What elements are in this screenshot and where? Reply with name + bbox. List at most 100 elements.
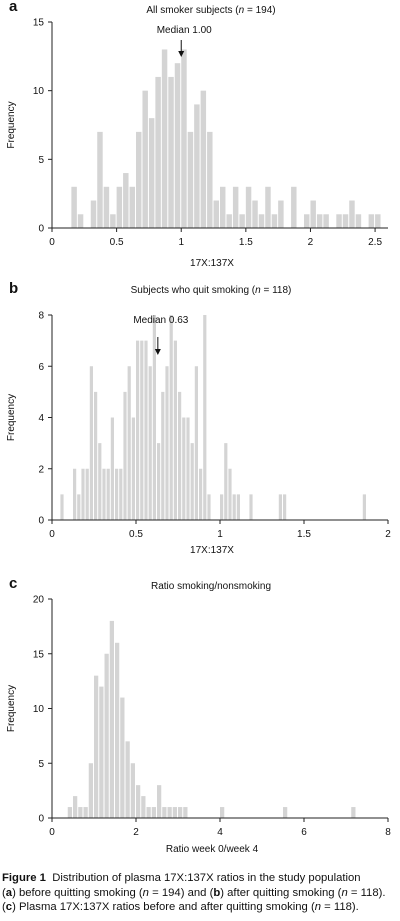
histogram-bar <box>157 785 162 818</box>
histogram-bar <box>146 807 151 818</box>
x-tick-label: 6 <box>301 827 307 838</box>
y-tick-label: 10 <box>33 704 45 715</box>
panel-b: b 0 0.5 1 1.5 2 0 2 4 6 8 Frequency 17X:137X Subject… <box>0 278 400 570</box>
panel-a: a 0 0.5 1 1.5 2 2.5 0 5 10 15 Frequency 17X:137X All… <box>0 0 400 270</box>
histogram-bar <box>362 494 366 520</box>
histogram-bar <box>148 118 155 228</box>
histogram-bar <box>83 807 88 818</box>
histogram-bar <box>224 443 228 520</box>
histogram-bar <box>173 340 177 520</box>
histogram-bar <box>271 214 278 228</box>
title-text: Ratio smoking/nonsmoking <box>151 581 271 592</box>
caption-italic-n: n <box>142 886 149 899</box>
caption-italic-n: n <box>341 886 348 899</box>
title-text: Subjects who quit smoking ( <box>131 285 256 296</box>
y-tick-label: 10 <box>33 86 45 97</box>
caption-panel-ref: b <box>213 886 221 899</box>
histogram-bar <box>220 807 225 818</box>
y-tick-label: 8 <box>38 311 44 322</box>
panel-letter: b <box>9 280 19 297</box>
histogram-bar <box>342 214 349 228</box>
histogram-bar <box>207 131 213 228</box>
y-axis-label: Frequency <box>6 101 17 148</box>
histogram-bar <box>161 49 168 228</box>
histogram-bar <box>258 214 265 228</box>
chart-title: Ratio smoking/nonsmoking <box>151 581 271 592</box>
histogram-bar <box>228 468 232 520</box>
median-arrowhead <box>178 51 185 57</box>
histogram-bar <box>119 468 123 520</box>
median-arrowhead <box>154 349 161 355</box>
figure-caption: Figure 1 Distribution of plasma 17X:137X… <box>2 871 398 915</box>
histogram-bar <box>123 173 129 228</box>
x-axis-label: Ratio week 0/week 4 <box>166 844 259 855</box>
histogram-bar <box>162 807 167 818</box>
caption-text: ( <box>2 886 6 899</box>
histogram-bar <box>245 186 252 228</box>
histogram-bar <box>60 494 64 520</box>
caption-text: = 118). <box>321 901 359 913</box>
histogram-bar <box>102 468 106 520</box>
histogram-bar <box>94 391 98 520</box>
x-tick-label: 8 <box>385 827 391 838</box>
histogram-bar <box>178 391 182 520</box>
histogram-bar <box>89 366 93 520</box>
histogram-bar <box>283 807 288 818</box>
caption-panel-ref: c <box>5 901 13 913</box>
panel-c: c 0 2 4 6 8 0 5 10 15 20 Frequency Ratio week 0/wee… <box>0 573 400 863</box>
histogram-bar <box>336 214 342 228</box>
x-tick-label: 0.5 <box>110 237 124 248</box>
histogram-bar <box>81 468 85 520</box>
median-label: Median 0.63 <box>133 315 188 326</box>
histogram-bar <box>129 186 135 228</box>
y-tick-label: 4 <box>38 413 44 424</box>
histogram-bar <box>130 763 135 818</box>
histogram-bar <box>85 468 89 520</box>
y-tick-label: 5 <box>38 759 44 770</box>
histogram-bar <box>144 340 148 520</box>
caption-text: ) Plasma 17X:137X ratios before and afte… <box>12 901 315 913</box>
histogram-bar <box>220 186 226 228</box>
histogram-bar <box>249 494 253 520</box>
histogram-bar <box>220 494 224 520</box>
x-axis-label: 17X:137X <box>190 545 234 556</box>
x-tick-label: 1 <box>217 529 223 540</box>
x-axis-label: 17X:137X <box>190 258 234 269</box>
histogram-bar <box>71 186 77 228</box>
histogram-bar <box>109 620 114 818</box>
x-tick-label: 0 <box>49 237 55 248</box>
histogram-bar <box>181 49 187 228</box>
panel-letter: c <box>9 575 18 592</box>
histogram-bar <box>236 494 240 520</box>
x-tick-label: 4 <box>217 827 223 838</box>
histogram-bar <box>232 494 236 520</box>
caption-figure-label: Figure 1 <box>2 872 46 884</box>
histogram-bar <box>97 131 103 228</box>
y-tick-label: 15 <box>33 649 45 660</box>
histogram-bar <box>77 214 84 228</box>
title-text: = 194) <box>244 5 275 16</box>
histogram-bar <box>155 76 161 228</box>
histogram-bar <box>165 366 169 520</box>
histogram-bar <box>174 63 181 229</box>
caption-line-3: (c) Plasma 17X:137X ratios before and af… <box>2 900 398 915</box>
histogram-bar <box>161 391 165 520</box>
histogram-bar <box>131 417 135 520</box>
histogram-bar <box>355 214 362 228</box>
x-tick-label: 2 <box>133 827 139 838</box>
histogram-bar <box>98 443 102 520</box>
histogram-bar <box>116 186 123 228</box>
histogram-bar <box>140 340 144 520</box>
histogram-bar <box>152 315 156 520</box>
histogram-bar <box>67 807 72 818</box>
histogram-bar <box>323 214 329 228</box>
title-text: All smoker subjects ( <box>146 5 239 16</box>
histogram-bar <box>182 417 186 520</box>
histogram-bar <box>167 807 172 818</box>
histogram-bar <box>194 366 198 520</box>
histogram-bar <box>148 366 152 520</box>
title-italic-n: n <box>255 285 261 296</box>
histogram-chart: 0 2 4 6 8 0 5 10 15 20 Frequency Ratio week 0/week … <box>6 581 391 855</box>
histogram-bar <box>304 214 310 228</box>
histogram-bar <box>142 90 148 229</box>
